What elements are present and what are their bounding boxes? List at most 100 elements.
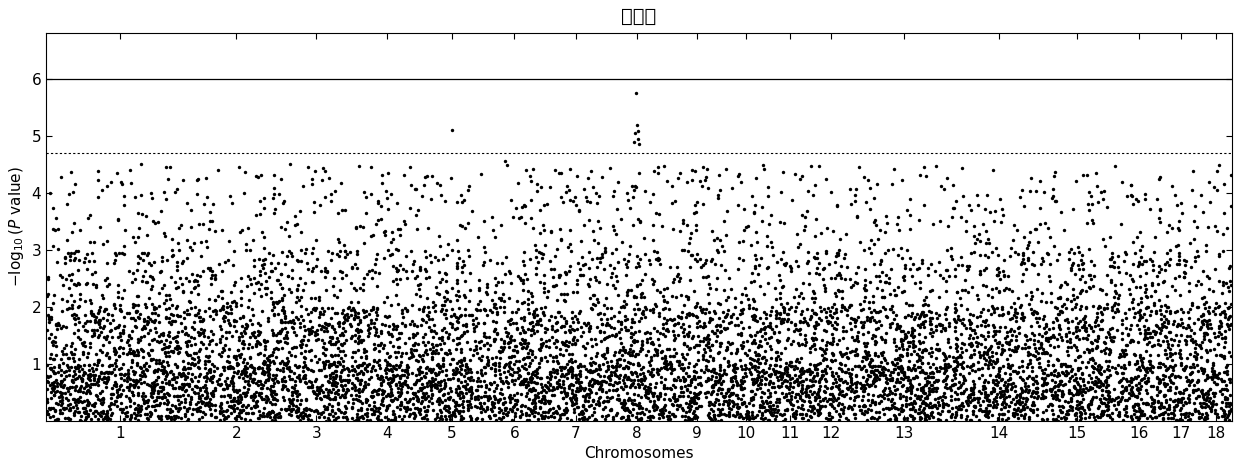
Point	[875, 391, 895, 398]
Point	[567, 377, 587, 385]
Point	[1105, 308, 1125, 315]
Point	[404, 257, 424, 265]
Point	[707, 397, 727, 404]
Point	[512, 314, 532, 321]
Point	[750, 403, 769, 411]
Point	[493, 345, 513, 353]
Point	[114, 192, 134, 199]
Point	[1059, 249, 1079, 256]
Point	[515, 360, 535, 368]
Point	[1007, 344, 1027, 351]
Point	[798, 383, 818, 390]
Point	[823, 414, 843, 421]
Point	[943, 365, 963, 373]
Point	[481, 364, 501, 372]
Point	[1108, 400, 1127, 408]
Point	[249, 364, 269, 371]
Point	[41, 313, 61, 320]
Point	[838, 405, 857, 412]
Point	[517, 353, 536, 361]
Point	[715, 248, 735, 255]
Point	[1018, 389, 1038, 396]
Point	[577, 390, 597, 397]
Point	[104, 382, 124, 389]
Point	[152, 345, 172, 352]
Point	[792, 389, 812, 396]
Point	[674, 375, 694, 383]
Point	[1176, 324, 1196, 332]
Point	[449, 292, 468, 300]
Point	[981, 389, 1001, 397]
Point	[348, 369, 368, 377]
Point	[888, 322, 908, 329]
Point	[570, 271, 590, 279]
Point	[953, 192, 973, 200]
Point	[351, 327, 370, 334]
Point	[1161, 414, 1181, 422]
Point	[292, 363, 312, 370]
Point	[53, 368, 73, 376]
Point	[549, 382, 569, 389]
Point	[451, 417, 471, 424]
Point	[124, 371, 144, 378]
Point	[1130, 312, 1150, 319]
Point	[648, 327, 668, 334]
Point	[161, 347, 181, 355]
Point	[1171, 388, 1191, 396]
Point	[259, 373, 279, 380]
Point	[422, 407, 442, 414]
Point	[947, 347, 966, 354]
Point	[730, 410, 750, 418]
Point	[235, 410, 255, 417]
Point	[217, 300, 237, 307]
Point	[886, 343, 906, 350]
Point	[807, 264, 826, 272]
Point	[1061, 389, 1080, 396]
Point	[450, 391, 470, 399]
Point	[1092, 387, 1111, 394]
Point	[134, 367, 154, 374]
Point	[68, 365, 88, 372]
Point	[294, 336, 313, 344]
Point	[1123, 391, 1142, 398]
Point	[304, 388, 323, 395]
Point	[828, 314, 847, 322]
Point	[333, 387, 353, 394]
Point	[523, 368, 543, 376]
Point	[353, 414, 373, 422]
Point	[292, 286, 312, 294]
Point	[1192, 318, 1212, 325]
Point	[617, 375, 637, 382]
Point	[156, 413, 176, 420]
Point	[242, 320, 261, 328]
Point	[903, 364, 923, 371]
Point	[180, 278, 199, 285]
Point	[429, 379, 449, 386]
Point	[291, 228, 311, 236]
Point	[539, 344, 559, 351]
Point	[857, 396, 877, 403]
Point	[496, 271, 515, 278]
Point	[115, 370, 135, 378]
Point	[52, 377, 72, 384]
Point	[97, 316, 116, 323]
Point	[1167, 417, 1187, 424]
Point	[1141, 292, 1161, 299]
Point	[959, 341, 979, 348]
Point	[323, 292, 343, 299]
Point	[797, 338, 817, 346]
Point	[803, 334, 823, 342]
Point	[1042, 391, 1062, 398]
Point	[472, 372, 492, 379]
Point	[776, 390, 795, 397]
Point	[654, 332, 674, 340]
Point	[348, 417, 368, 424]
Point	[1010, 392, 1030, 400]
Point	[538, 384, 558, 392]
Point	[746, 332, 766, 339]
Point	[900, 379, 919, 387]
Point	[291, 409, 311, 417]
Point	[893, 346, 913, 353]
Point	[408, 395, 427, 403]
Point	[235, 370, 255, 378]
